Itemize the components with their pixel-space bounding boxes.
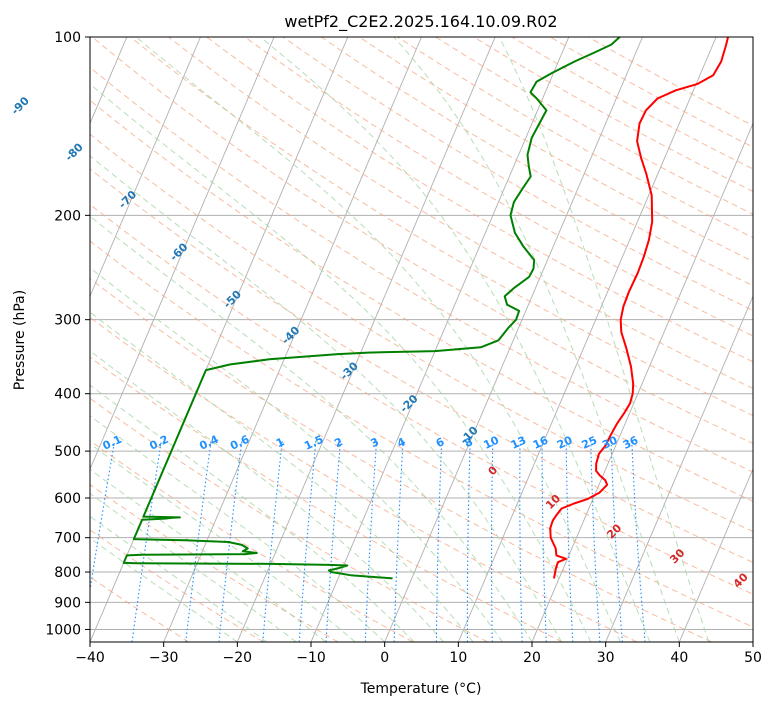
moist-adiabat-line bbox=[260, 37, 651, 642]
x-tick-label: 10 bbox=[449, 650, 467, 666]
dry-adiabat-line bbox=[90, 356, 563, 642]
dry-adiabat-line bbox=[90, 529, 264, 642]
dry-adiabat-line bbox=[91, 37, 753, 445]
adiabat-lines bbox=[90, 37, 753, 642]
moist-adiabat-line bbox=[90, 415, 386, 642]
dry-adiabat-line bbox=[168, 37, 753, 389]
x-tick-label: −30 bbox=[149, 650, 179, 666]
x-axis-ticks: −40 −30 −20 −10 0 10 20 30 40 50 bbox=[75, 642, 762, 666]
y-tick-label: 400 bbox=[54, 387, 81, 403]
y-tick-label: 500 bbox=[54, 444, 81, 460]
moist-adiabat-line bbox=[90, 267, 503, 642]
mixing-ratio-line bbox=[393, 440, 404, 642]
moist-adiabat-line bbox=[90, 311, 474, 642]
y-tick-label: 700 bbox=[54, 531, 81, 547]
y-tick-label: 300 bbox=[54, 313, 81, 329]
isotherm-line bbox=[678, 467, 753, 642]
y-tick-label: 1000 bbox=[45, 622, 81, 638]
y-tick-label: 600 bbox=[54, 491, 81, 507]
moist-adiabat-line bbox=[393, 37, 680, 642]
mixing-ratio-label: 25 bbox=[580, 434, 599, 452]
x-tick-label: −40 bbox=[75, 650, 105, 666]
sounding-traces bbox=[122, 37, 729, 580]
mixing-ratio-line bbox=[298, 440, 317, 642]
dry-adiabat-label: -80 bbox=[63, 140, 86, 163]
moist-adiabat-line bbox=[90, 468, 327, 642]
moist-adiabat-line bbox=[90, 443, 356, 642]
y-tick-label: 900 bbox=[54, 595, 81, 611]
temperature-trace bbox=[549, 37, 729, 579]
mixing-ratio-line bbox=[519, 440, 523, 642]
mixing-ratio-line bbox=[90, 440, 116, 594]
dry-adiabat-line bbox=[90, 99, 753, 502]
y-tick-label: 100 bbox=[54, 30, 81, 46]
isotherm-line bbox=[752, 640, 753, 642]
x-tick-label: 40 bbox=[670, 650, 688, 666]
x-tick-label: 20 bbox=[523, 650, 541, 666]
moist-adiabat-line bbox=[90, 384, 415, 642]
plot-frame bbox=[89, 36, 754, 643]
mixing-ratio-line bbox=[565, 440, 574, 642]
mixing-ratio-label: 36 bbox=[621, 433, 641, 451]
mixing-ratio-line bbox=[490, 440, 494, 642]
mixing-ratio-line bbox=[131, 440, 162, 642]
mixing-ratio-line bbox=[262, 440, 283, 642]
mixing-ratio-line bbox=[631, 440, 646, 642]
isotherm-line bbox=[236, 37, 496, 642]
dry-adiabat-line bbox=[90, 168, 753, 563]
dry-adiabat-label: -90 bbox=[9, 94, 32, 117]
mixing-ratio-line bbox=[218, 440, 243, 642]
mixing-ratio-label: 30 bbox=[600, 433, 620, 451]
isotherm-line bbox=[605, 295, 753, 642]
dry-adiabat-line bbox=[90, 278, 712, 642]
mixing-ratio-label: 20 bbox=[555, 433, 575, 451]
moist-adiabat-line bbox=[90, 215, 533, 642]
x-tick-label: −20 bbox=[223, 650, 253, 666]
moist-adiabat-line bbox=[498, 37, 710, 642]
x-tick-label: 0 bbox=[380, 650, 389, 666]
y-tick-label: 200 bbox=[54, 208, 81, 224]
dry-adiabat-line bbox=[90, 483, 339, 642]
dry-adiabat-line bbox=[90, 316, 638, 642]
y-axis-ticks: 100 200 300 400 500 600 700 800 900 1000 bbox=[45, 30, 90, 638]
dry-adiabat-line bbox=[90, 240, 753, 628]
dry-adiabat-line bbox=[130, 37, 753, 417]
dry-adiabat-line bbox=[244, 37, 753, 337]
y-axis-label: Pressure (hPa) bbox=[12, 290, 28, 390]
dry-adiabat-line bbox=[90, 203, 753, 595]
moist-adiabat-line bbox=[90, 155, 562, 642]
mixing-ratio-lines bbox=[90, 440, 646, 642]
moist-adiabat-line bbox=[90, 492, 297, 642]
mixing-ratio-line bbox=[364, 440, 378, 642]
mixing-ratio-line bbox=[185, 440, 212, 642]
dry-adiabat-line bbox=[282, 37, 753, 312]
x-tick-label: 30 bbox=[597, 650, 615, 666]
mixing-ratio-line bbox=[541, 440, 547, 642]
x-tick-label: 50 bbox=[744, 650, 762, 666]
x-tick-label: −10 bbox=[296, 650, 326, 666]
y-tick-label: 800 bbox=[54, 565, 81, 581]
moist-adiabat-line bbox=[135, 37, 621, 642]
mixing-ratio-line bbox=[466, 440, 471, 642]
chart-title: wetPf2_C2E2.2025.164.10.09.R02 bbox=[284, 12, 557, 32]
mixing-ratio-label: 13 bbox=[509, 434, 528, 452]
mixing-ratio-line bbox=[590, 440, 601, 642]
mixing-ratio-label: 16 bbox=[531, 433, 551, 451]
mixing-ratio-label: 10 bbox=[482, 433, 502, 451]
isotherm-line bbox=[90, 37, 201, 298]
mixing-ratio-line bbox=[610, 440, 623, 642]
isotherm-line bbox=[90, 37, 349, 642]
mixing-ratio-line bbox=[435, 440, 443, 642]
x-axis-label: Temperature (°C) bbox=[360, 681, 482, 697]
isotherm-line bbox=[384, 37, 643, 642]
mixing-ratio-line bbox=[325, 440, 342, 642]
dewpoint-trace bbox=[122, 37, 621, 580]
isotherm-line bbox=[90, 37, 275, 471]
isotherm-line bbox=[457, 37, 717, 642]
moist-adiabat-line bbox=[90, 350, 444, 642]
